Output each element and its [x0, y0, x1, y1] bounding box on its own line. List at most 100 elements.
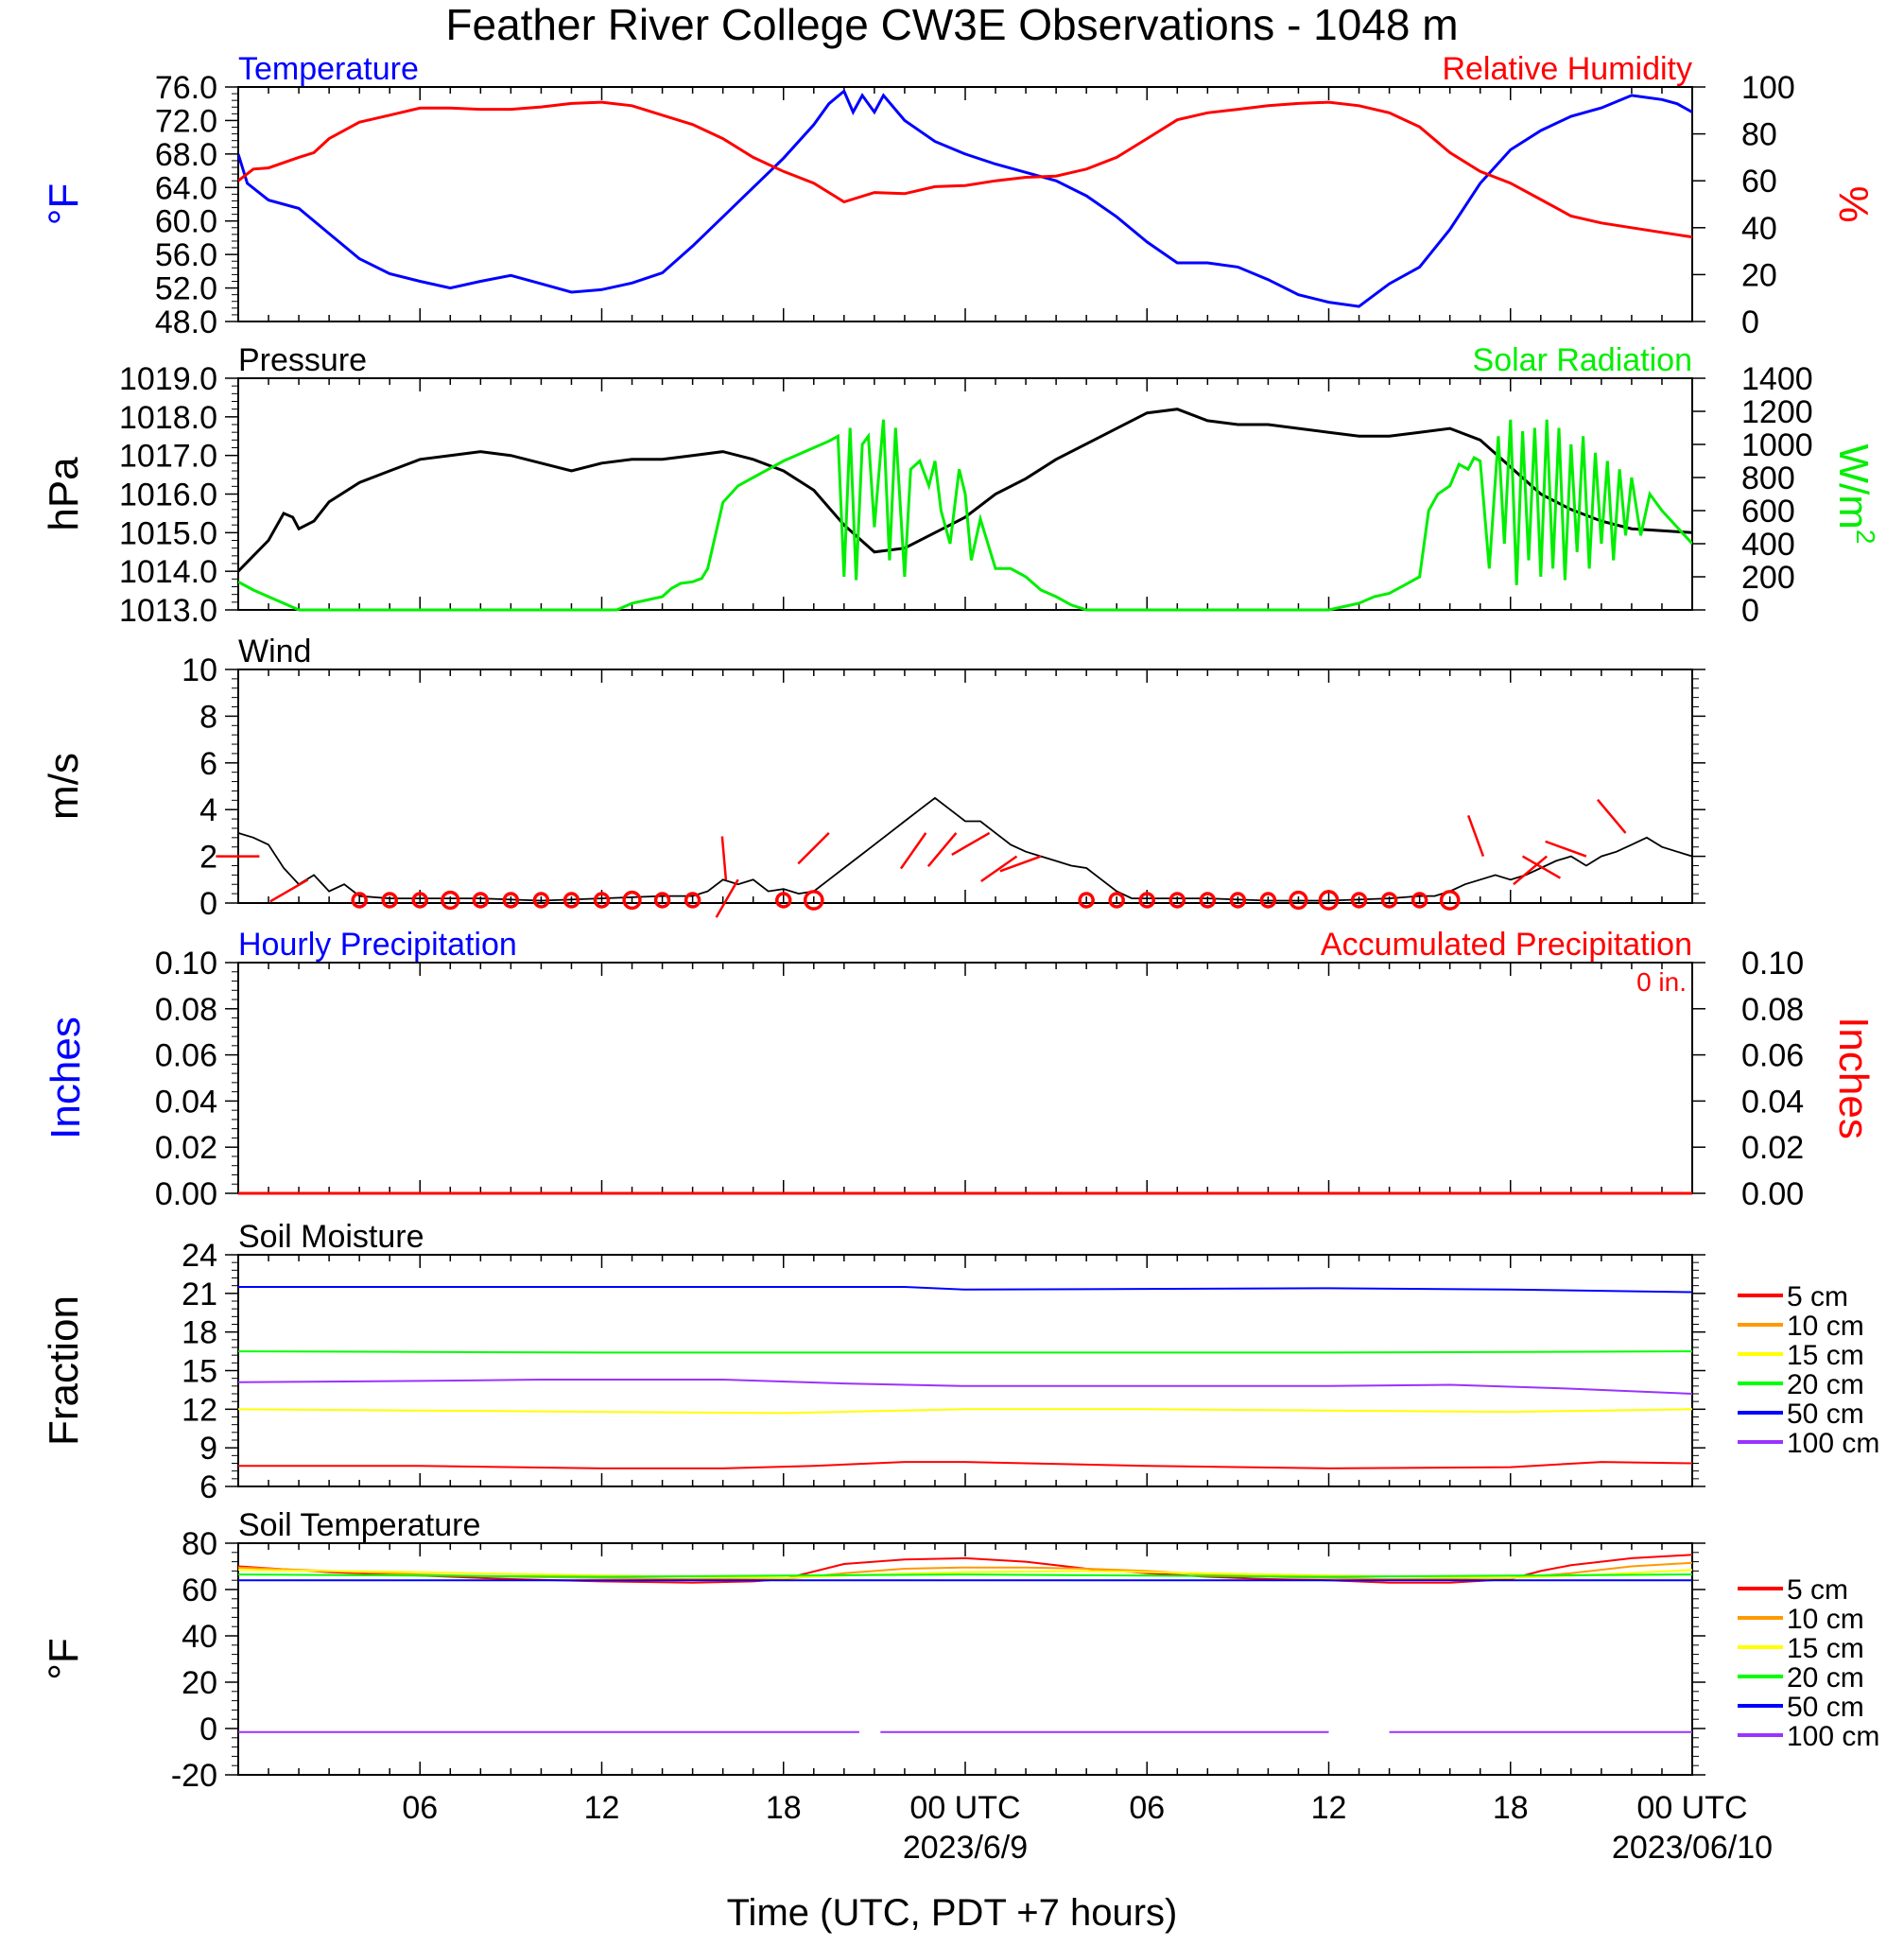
y-tick-label-right: 0.00 [1741, 1176, 1804, 1212]
x-date-label: 2023/6/9 [903, 1830, 1028, 1866]
y-tick-label-left: 1013.0 [119, 593, 217, 629]
y-tick-label-left: 1016.0 [119, 478, 217, 513]
calm-wind-marker [1259, 892, 1277, 909]
y-tick-label-left: 52.0 [155, 271, 217, 307]
series-group [238, 1554, 1692, 1733]
x-axis-labels: 06 12 18 00 UTC 2023/6/9 06 12 18 00 UTC 2023/06/… [402, 1790, 1773, 1866]
y-tick-label-right: 800 [1741, 460, 1795, 496]
y-tick-label-left: 56.0 [155, 237, 217, 273]
y-tick-label-right: 20 [1741, 257, 1777, 293]
y-tick-label-left: 0 [199, 886, 217, 922]
series-line-d15 [238, 1569, 1692, 1579]
series-line-solar [238, 419, 1692, 612]
y-tick-label-left: 0.04 [155, 1084, 217, 1120]
y-axis-title-left: hPa [41, 457, 87, 531]
x-tick-label: 18 [766, 1790, 802, 1826]
wind-barb [1513, 855, 1549, 886]
series-group [238, 796, 1692, 902]
y-tick-label-left: 1018.0 [119, 400, 217, 436]
x-tick-label: 18 [1493, 1790, 1529, 1826]
series-line-d50 [238, 1286, 1692, 1294]
series-line-pressure [238, 408, 1692, 573]
wind-barbs [216, 798, 1627, 918]
y-axis-title-left: °F [41, 183, 87, 225]
y-axis-title-right: % [1830, 185, 1877, 222]
y-tick-label-right: 0 [1741, 304, 1759, 340]
y-tick-label-left: 0.08 [155, 992, 217, 1028]
calm-wind-marker [622, 890, 642, 911]
calm-wind-marker [1439, 890, 1461, 911]
y-tick-label-left: 0.00 [155, 1176, 217, 1212]
y-tick-label-left: 76.0 [155, 70, 217, 106]
x-axis-title: Time (UTC, PDT +7 hours) [727, 1892, 1178, 1934]
calm-wind-marker [1380, 892, 1398, 909]
wind-barb [926, 832, 958, 867]
y-tick-label-right: 1200 [1741, 394, 1813, 430]
calm-wind-marker [1199, 892, 1217, 909]
calm-wind-marker [1289, 890, 1308, 911]
calm-wind-marker [472, 892, 490, 909]
y-tick-label-left: 0.10 [155, 946, 217, 982]
series-group [238, 88, 1692, 308]
calm-wind-marker [803, 890, 824, 911]
calm-wind-marker [1411, 892, 1428, 909]
series-line-d5 [238, 1461, 1692, 1469]
y-tick-label-left: 18 [182, 1315, 217, 1351]
series-line-d20 [238, 1573, 1692, 1578]
calm-wind-marker [411, 892, 428, 909]
y-tick-label-left: 12 [182, 1392, 217, 1428]
panel-title-left: Soil Temperature [238, 1507, 480, 1543]
calm-wind-marker [1350, 892, 1368, 909]
y-tick-label-left: 48.0 [155, 304, 217, 340]
panel-precipitation: 0.10 0.08 0.06 0.04 0.02 0.00 0.10 0.08 0.06 0.04… [43, 927, 1877, 1212]
y-tick-label-right: 0 [1741, 593, 1759, 629]
figure-title: Feather River College CW3E Observations … [445, 0, 1458, 49]
unit-superscript: 2 [1851, 530, 1880, 545]
panel-wind: 10 8 6 4 2 0 Wind m/s [41, 634, 1705, 922]
calm-wind-marker [684, 892, 701, 909]
y-tick-label-left: 0 [199, 1711, 217, 1747]
y-axis-title-left: °F [41, 1638, 87, 1679]
x-tick-label: 06 [1129, 1790, 1165, 1826]
calm-wind-marker [1229, 892, 1247, 909]
y-tick-label-left: 21 [182, 1277, 217, 1312]
legend-label-d15: 15 cm [1787, 1340, 1864, 1371]
wind-barb [797, 832, 830, 865]
plot-frame [237, 669, 1693, 904]
series-line-humidity [238, 100, 1692, 239]
y-axis-title-right: Inches [1830, 1016, 1877, 1139]
y-tick-label-right: 0.02 [1741, 1130, 1804, 1166]
series-line-wind_speed [238, 796, 1692, 902]
calm-wind-marker [1108, 892, 1125, 909]
y-tick-label-right: 60 [1741, 164, 1777, 200]
calm-wind-marker [1138, 892, 1155, 909]
calm-wind-marker [351, 892, 368, 909]
y-tick-label-left: 15 [182, 1354, 217, 1390]
legend-label-d10: 10 cm [1787, 1311, 1864, 1342]
wind-barb [1467, 814, 1485, 858]
calm-wind-marker [532, 892, 550, 909]
series-group [238, 408, 1692, 612]
y-tick-label-left: 80 [182, 1526, 217, 1562]
wind-barb [1521, 855, 1562, 879]
plot-frame [237, 962, 1693, 1194]
y-tick-label-left: 60 [182, 1572, 217, 1608]
series-line-d15 [238, 1408, 1692, 1415]
calm-wind-marker [653, 892, 671, 909]
y-tick-label-left: -20 [171, 1758, 217, 1794]
y-tick-label-left: 1015.0 [119, 515, 217, 551]
y-axis-title-left: m/s [41, 753, 87, 820]
legend-label-d20: 20 cm [1787, 1369, 1864, 1400]
y-tick-label-right: 1000 [1741, 427, 1813, 463]
calm-wind-marker [1318, 890, 1340, 911]
y-tick-label-left: 2 [199, 840, 217, 876]
calm-wind-marker [775, 892, 792, 909]
y-tick-label-left: 9 [199, 1431, 217, 1467]
panel-title-left: Hourly Precipitation [238, 927, 517, 963]
y-tick-label-left: 0.02 [155, 1130, 217, 1166]
y-axis-title-left: Inches [43, 1016, 89, 1139]
